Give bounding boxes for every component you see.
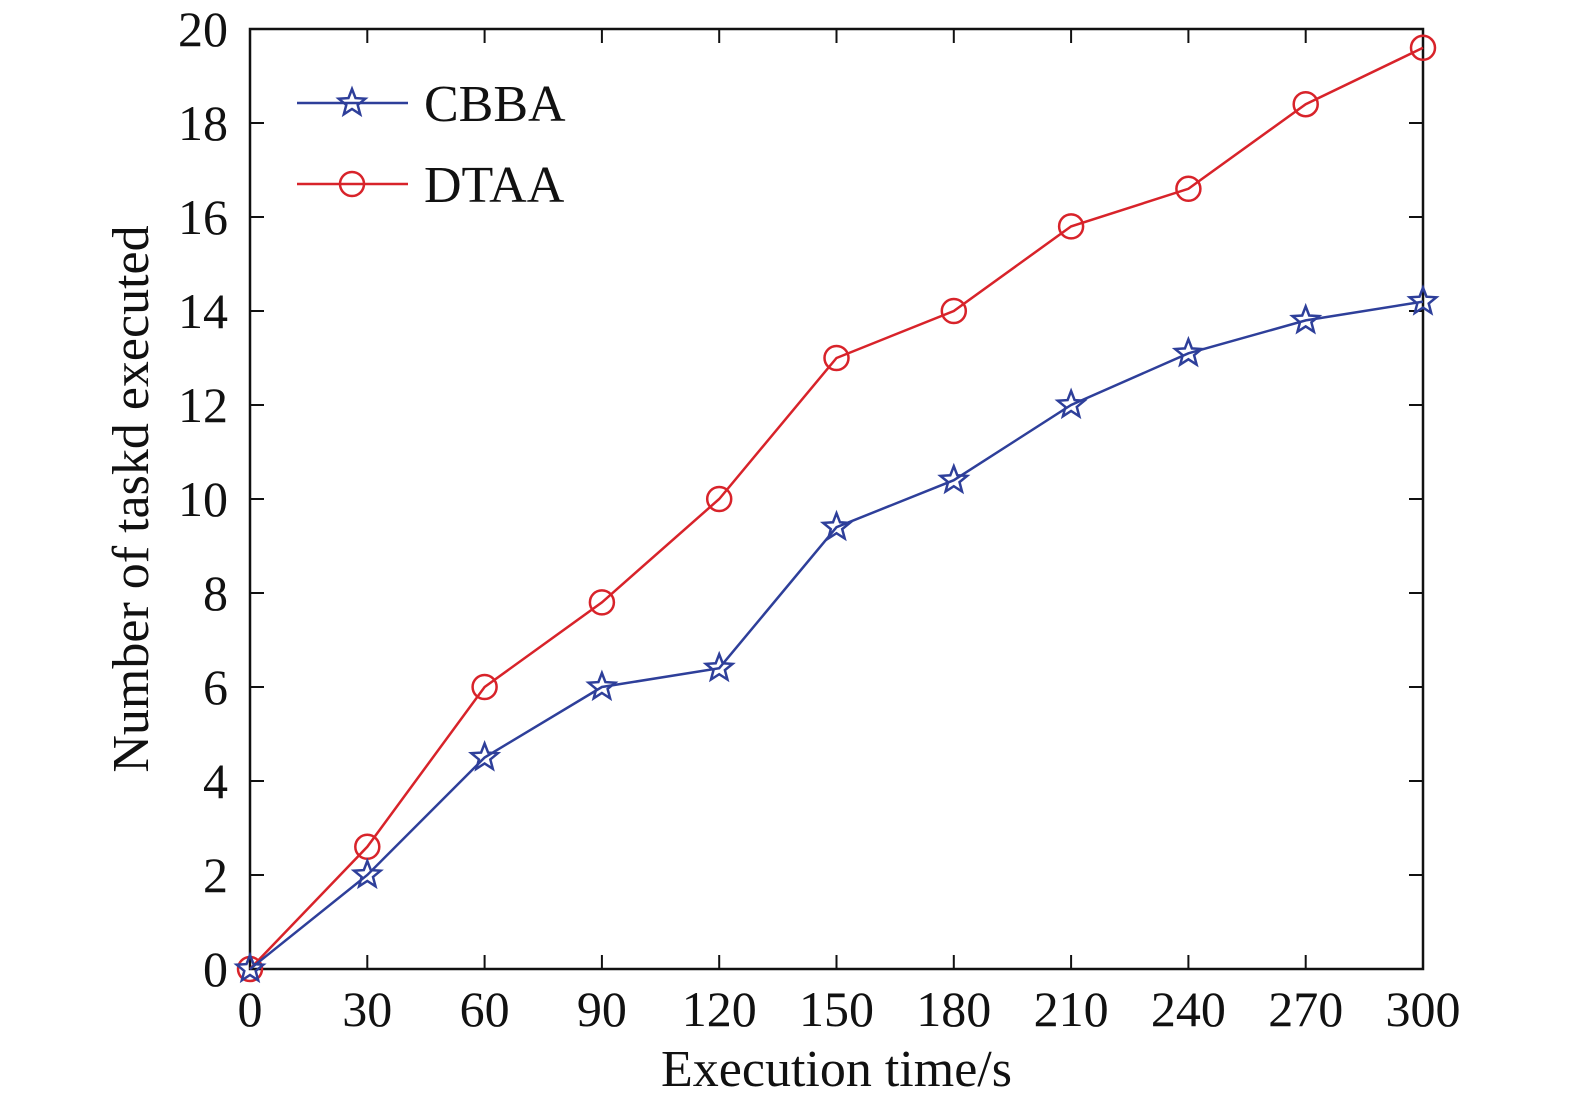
data-point-dtaa bbox=[1175, 175, 1202, 203]
x-tick-label: 240 bbox=[1151, 981, 1226, 1037]
y-tick-label: 0 bbox=[203, 941, 228, 997]
x-tick-label: 150 bbox=[799, 981, 874, 1037]
y-axis-label: Number of taskd executed bbox=[103, 225, 160, 772]
legend-label: CBBA bbox=[424, 76, 566, 133]
data-point-cbba bbox=[1171, 335, 1205, 368]
legend-marker bbox=[335, 85, 369, 118]
series-cbba bbox=[233, 284, 1440, 984]
data-point-dtaa bbox=[705, 485, 733, 513]
x-tick-label: 300 bbox=[1386, 981, 1461, 1037]
y-tick-label: 2 bbox=[203, 847, 228, 903]
legend: CBBA DTAA bbox=[297, 76, 566, 214]
legend-label: DTAA bbox=[424, 157, 565, 214]
y-tick-label: 20 bbox=[178, 1, 228, 57]
y-tick-label: 8 bbox=[203, 565, 228, 621]
data-point-dtaa bbox=[823, 344, 850, 372]
series-line-cbba bbox=[249, 300, 1424, 970]
x-tick-label: 0 bbox=[238, 981, 263, 1037]
series-dtaa bbox=[236, 34, 1437, 983]
y-tick-label: 14 bbox=[178, 283, 228, 339]
legend-marker bbox=[338, 170, 366, 198]
data-point-cbba bbox=[1406, 284, 1440, 316]
x-axis: 0 30 60 90 120 150 180 210 240 270 300 bbox=[238, 29, 1461, 1037]
data-point-cbba bbox=[819, 509, 854, 542]
data-point-dtaa bbox=[1057, 213, 1085, 240]
x-tick-label: 210 bbox=[1034, 981, 1109, 1037]
data-point-dtaa bbox=[940, 297, 968, 325]
y-tick-label: 12 bbox=[178, 377, 228, 433]
legend-item-cbba: CBBA bbox=[297, 76, 566, 133]
x-tick-label: 180 bbox=[916, 981, 991, 1037]
x-tick-label: 90 bbox=[577, 981, 627, 1037]
data-point-cbba bbox=[233, 951, 267, 984]
data-point-cbba bbox=[585, 669, 619, 702]
data-point-dtaa bbox=[588, 589, 616, 616]
x-axis-label: Execution time/s bbox=[661, 1041, 1012, 1098]
data-point-dtaa bbox=[1409, 34, 1437, 62]
x-tick-label: 120 bbox=[682, 981, 757, 1037]
data-point-cbba bbox=[350, 857, 384, 890]
data-point-cbba bbox=[1289, 302, 1323, 335]
y-tick-label: 18 bbox=[178, 95, 228, 151]
x-tick-label: 60 bbox=[460, 981, 510, 1037]
legend-item-dtaa: DTAA bbox=[297, 157, 565, 214]
data-point-cbba bbox=[1054, 387, 1088, 420]
y-axis: 0 2 4 6 8 10 12 14 16 18 20 bbox=[178, 1, 1423, 997]
data-point-dtaa bbox=[1292, 90, 1319, 118]
x-tick-label: 30 bbox=[342, 981, 392, 1037]
x-tick-label: 270 bbox=[1268, 981, 1343, 1037]
y-tick-label: 10 bbox=[178, 471, 228, 527]
data-point-cbba bbox=[468, 740, 502, 772]
data-point-cbba bbox=[702, 650, 736, 683]
data-point-cbba bbox=[937, 462, 971, 495]
series-line-dtaa bbox=[249, 46, 1424, 970]
series-layer bbox=[233, 34, 1440, 984]
y-tick-label: 6 bbox=[203, 659, 228, 715]
y-tick-label: 4 bbox=[203, 753, 228, 809]
data-point-dtaa bbox=[471, 673, 498, 701]
y-tick-label: 16 bbox=[178, 189, 228, 245]
